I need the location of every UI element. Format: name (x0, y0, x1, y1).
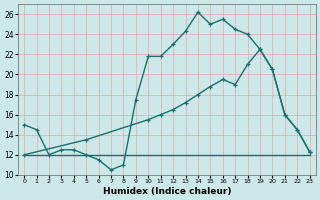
X-axis label: Humidex (Indice chaleur): Humidex (Indice chaleur) (103, 187, 231, 196)
